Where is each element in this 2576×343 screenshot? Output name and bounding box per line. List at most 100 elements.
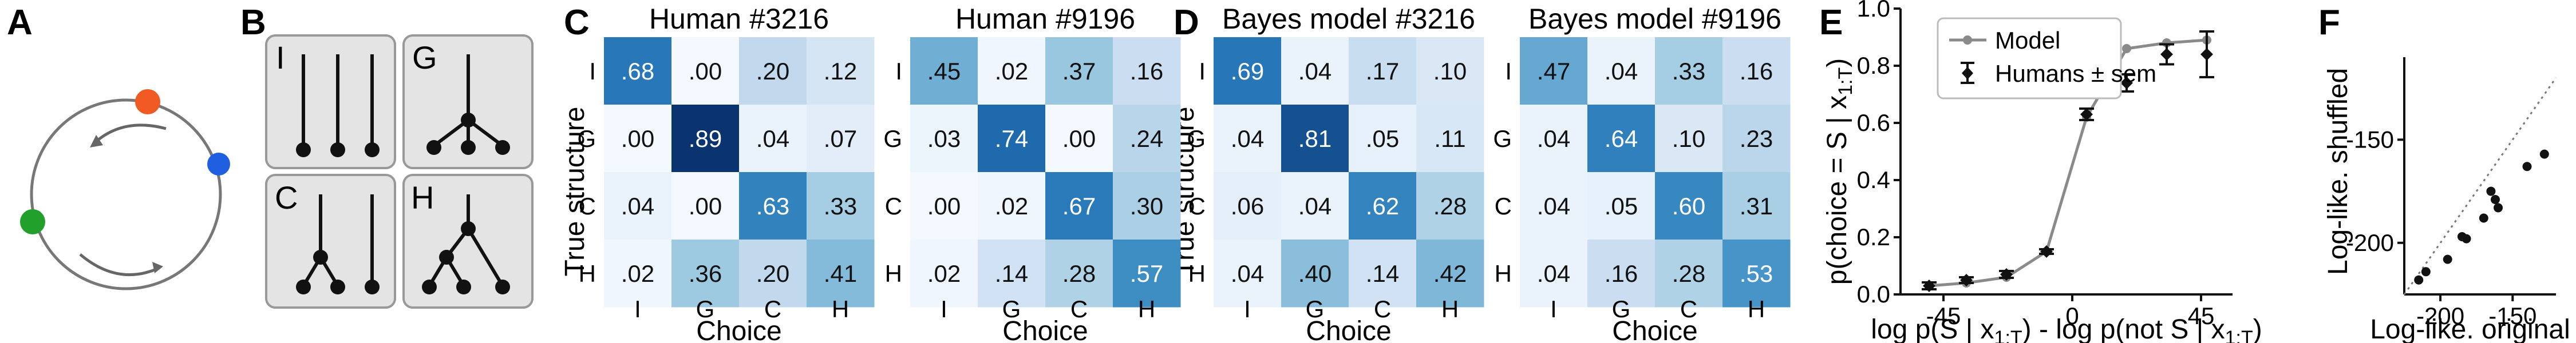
heatmap-cell: [1587, 105, 1656, 173]
panel-label-c: C: [564, 3, 590, 42]
cycle-circle: [30, 98, 222, 290]
heatmap-row-label: H: [885, 260, 902, 287]
heatmap-cell: [807, 240, 875, 308]
rotation-arrow-bottom: [79, 253, 158, 277]
heatmap-row-label: H: [579, 260, 596, 287]
heatmap-cell-label: .33: [824, 193, 857, 220]
heatmap-cell-label: .04: [1537, 260, 1570, 287]
heatmap-cell: [978, 240, 1046, 308]
heatmap-cell: [1281, 240, 1349, 308]
human-point: [2080, 108, 2093, 121]
heatmap-cell-label: .74: [995, 125, 1028, 152]
heatmap-cell-label: .16: [1740, 58, 1773, 85]
legend-model-label: Model: [1995, 27, 2060, 54]
heatmap-cell-label: .05: [1366, 125, 1399, 152]
heatmap-cell-label: .24: [1130, 125, 1163, 152]
heatmap-row-label: I: [1199, 58, 1206, 85]
heatmap-cell: [1587, 240, 1656, 308]
panel-e-xtick-label: 45: [2188, 302, 2215, 329]
heatmap-col-label: C: [1680, 296, 1697, 322]
heatmap-col-label: H: [1748, 296, 1765, 322]
heatmap-cell-label: .57: [1130, 260, 1163, 287]
panel-e: E 0.0 0.2 0.4 0.6 0.8 1.0 -45 0 45 p(choice = S …: [1819, 0, 2262, 343]
heatmap-cell-label: .04: [621, 193, 654, 220]
human-point: [2040, 245, 2053, 258]
heatmap-cell: [1520, 105, 1588, 173]
heatmap-row-label: H: [1188, 260, 1206, 287]
heatmap-cell-label: .37: [1062, 58, 1096, 85]
model-point: [2122, 44, 2131, 53]
scatter-point: [2539, 149, 2549, 159]
heatmap-cell-label: .81: [1298, 125, 1332, 152]
heatmap-cell-label: .67: [1062, 193, 1096, 220]
heatmap-cell: [910, 37, 978, 105]
heatmap-cell-label: .64: [1605, 125, 1638, 152]
heatmap-cell-label: .36: [689, 260, 722, 287]
heatmap-row-label: G: [883, 125, 902, 152]
heatmap-col-label: H: [1138, 296, 1155, 322]
heatmap-cell: [739, 172, 807, 240]
heatmap-cell: [1045, 172, 1113, 240]
heatmap-xlabel: Choice: [1002, 316, 1088, 343]
heatmap-cell-label: .00: [689, 58, 722, 85]
structure-label-i: I: [276, 39, 285, 75]
heatmap-cell: [978, 105, 1046, 173]
panel-label-e: E: [1819, 3, 1843, 42]
heatmap-cell: [604, 172, 672, 240]
heatmap-cell: [671, 172, 740, 240]
panel-e-xtick-label: -45: [1926, 302, 1961, 329]
heatmap-row-label: C: [579, 193, 596, 220]
heatmap-cell: [604, 37, 672, 105]
panel-f-xlabel: Log-like. original: [2370, 314, 2570, 343]
heatmap-col-label: H: [832, 296, 849, 322]
structure-label-c: C: [275, 180, 298, 216]
heatmap-cell-label: .02: [621, 260, 654, 287]
heatmap-row-label: H: [1495, 260, 1512, 287]
heatmap-cell-label: .23: [1740, 125, 1773, 152]
scatter-point: [2421, 267, 2431, 277]
heatmap-cell: [1587, 37, 1656, 105]
heatmap-cell: [1722, 240, 1791, 308]
heatmap-row-label: C: [885, 193, 902, 220]
heatmap-cell-label: .53: [1740, 260, 1773, 287]
heatmap-row-label: C: [1188, 193, 1206, 220]
legend-humans-label: Humans ± sem: [1995, 60, 2156, 87]
heatmap-cell: [978, 37, 1046, 105]
panel-e-ytick-label: 0.0: [1857, 281, 1890, 308]
panel-f-xtick-label: -150: [2488, 302, 2537, 329]
heatmap-cell-label: .02: [927, 260, 961, 287]
heatmap-cell: [1722, 105, 1791, 173]
heatmap-title: Bayes model #9196: [1528, 3, 1781, 35]
rotation-arrow-top: [93, 123, 167, 144]
heatmap-cell: [1281, 37, 1349, 105]
heatmap-row-label: G: [1493, 125, 1512, 152]
heatmap-cell-label: .47: [1537, 58, 1570, 85]
panel-f-xtick-label: -200: [2416, 302, 2464, 329]
heatmap-cell-label: .04: [756, 125, 789, 152]
heatmap-cell: [1349, 172, 1417, 240]
heatmap-cell-label: .20: [756, 260, 789, 287]
heatmap-cell: [910, 172, 978, 240]
heatmap-cell: [1416, 105, 1484, 173]
panel-f: F -200 -150 -200 -150 Log-like. shuffled Lo…: [2318, 3, 2570, 343]
heatmap-cell-label: .41: [824, 260, 857, 287]
heatmap-cell-label: .17: [1366, 58, 1399, 85]
panel-label-f: F: [2318, 3, 2340, 42]
heatmap-cell: [1214, 172, 1282, 240]
heatmap-4: Bayes model #9196 .47 .04 .33 .16 .04 .64 .10 .2…: [1493, 3, 1791, 343]
heatmap-cell: [1045, 105, 1113, 173]
panel-f-plot: -200 -150 -200 -150: [2346, 57, 2557, 329]
scatter-point: [2479, 213, 2488, 223]
heatmap-cell: [1281, 105, 1349, 173]
heatmap-cell-label: .00: [927, 193, 961, 220]
panel-e-ylabel: p(choice = S | x1:T): [1822, 58, 1856, 285]
heatmap-xlabel: Choice: [1306, 316, 1391, 343]
scatter-point: [2462, 234, 2471, 244]
heatmap-cell: [1520, 240, 1588, 308]
heatmap-col-label: I: [1550, 296, 1557, 322]
panel-e-ytick-label: 0.6: [1857, 109, 1890, 136]
panel-label-d: D: [1174, 3, 1199, 42]
heatmap-cell-label: .68: [621, 58, 654, 85]
heatmap-cell: [1214, 37, 1282, 105]
heatmap-cell-label: .04: [1605, 58, 1638, 85]
